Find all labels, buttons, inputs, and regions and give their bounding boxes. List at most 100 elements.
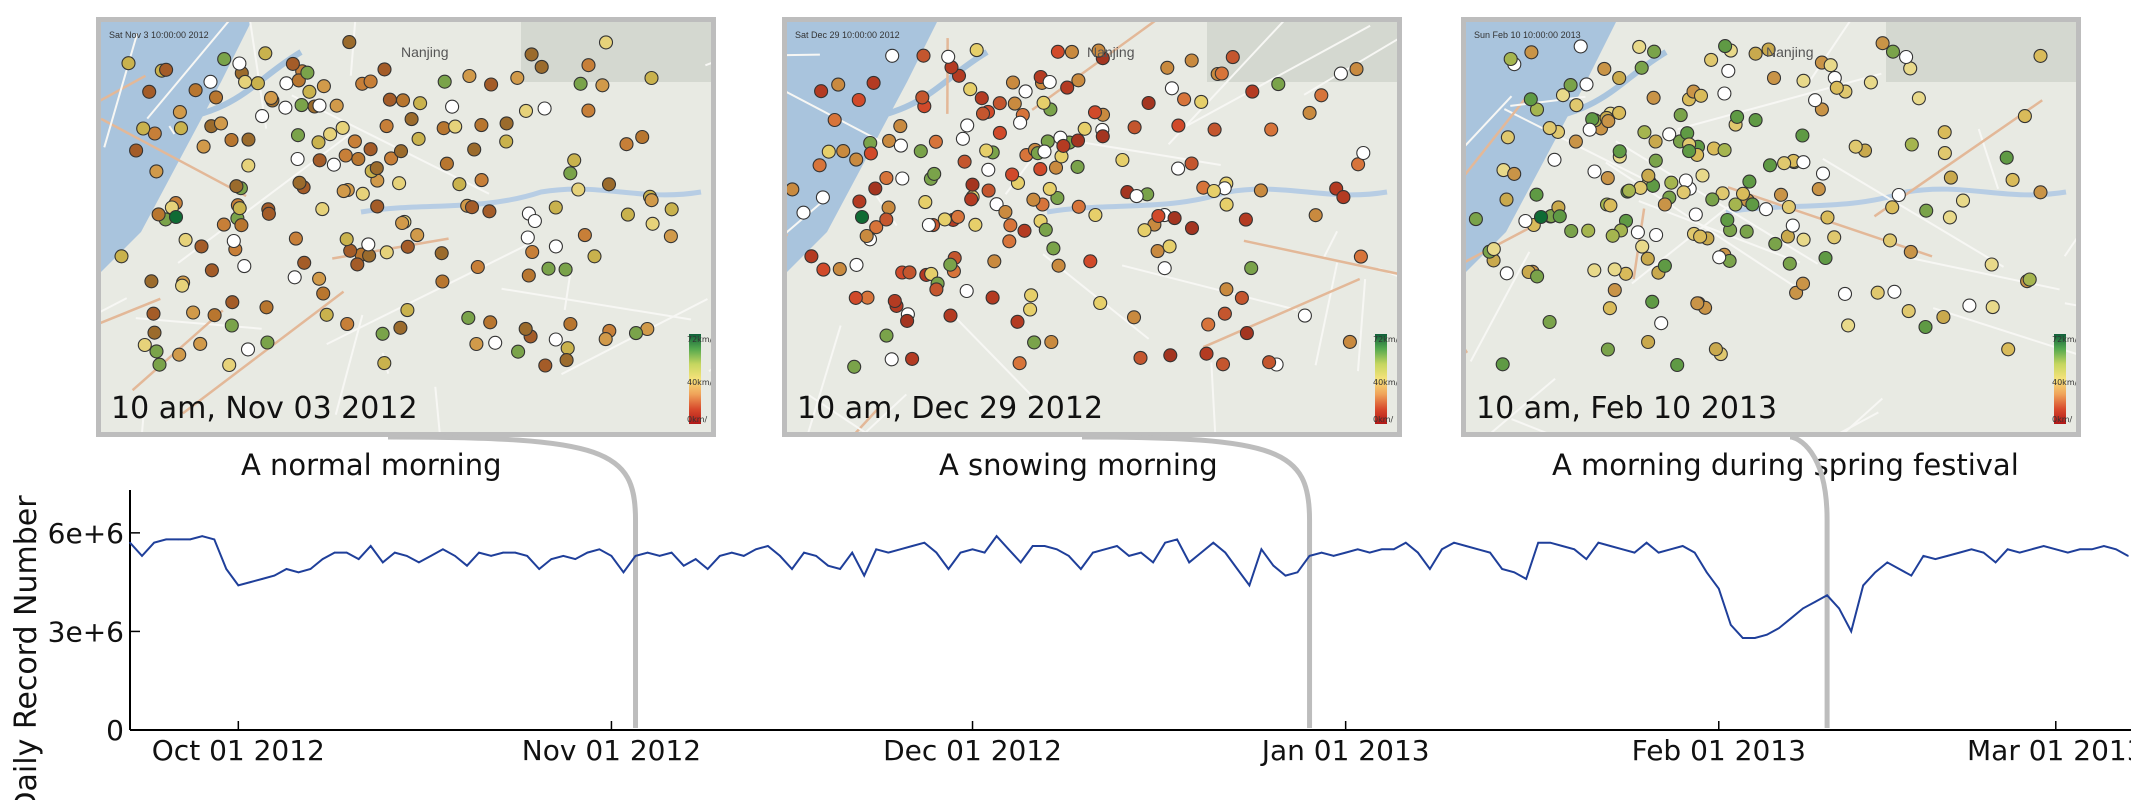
data-point: [1356, 548, 1359, 551]
map-panel-dec: Sat Dec 29 10:00:00 2012 Nanjing 72km/ 4…: [782, 17, 1402, 437]
road: [1822, 158, 2005, 268]
data-point: [1056, 548, 1058, 551]
sensor-dot: [439, 156, 454, 171]
sensor-dot: [534, 59, 549, 74]
sensor-dot: [979, 143, 994, 158]
data-point: [1224, 551, 1227, 554]
road: [1202, 277, 1361, 349]
data-point: [1850, 630, 1852, 633]
sensor-dot: [664, 202, 679, 217]
sensor-dot: [1823, 58, 1838, 73]
sensor-dot: [255, 109, 270, 124]
sensor-dot: [151, 207, 166, 222]
sensor-dot: [1184, 53, 1199, 68]
data-point: [2115, 548, 2117, 551]
sensor-dot: [1048, 160, 1064, 175]
sensor-dot: [924, 266, 939, 281]
sensor-dot: [863, 146, 878, 161]
sensor-dot: [815, 190, 830, 205]
sensor-dot: [1682, 144, 1697, 159]
sensor-dot: [1936, 309, 1951, 325]
road: [1322, 230, 1339, 259]
sensor-dot: [186, 305, 201, 320]
sensor-dot: [1013, 115, 1028, 130]
sensor-dot: [1708, 342, 1723, 357]
data-point: [743, 555, 745, 557]
sensor-dot: [1217, 306, 1232, 321]
sensor-dot: [1904, 137, 1919, 152]
sensor-dot: [172, 347, 187, 362]
sensor-dot: [361, 237, 376, 252]
map-city-label: Nanjing: [1766, 44, 1814, 60]
road: [1210, 362, 1217, 432]
data-point: [1104, 548, 1106, 551]
road: [1121, 264, 1298, 311]
map-timestamp: Sat Nov 3 10:00:00 2012: [109, 30, 209, 40]
sensor-dot: [363, 74, 378, 89]
sensor-dot: [1042, 181, 1057, 196]
data-point: [1802, 607, 1804, 610]
sensor-dot: [342, 35, 357, 50]
legend-low-label: 0km/: [687, 415, 708, 424]
sensor-dot: [137, 337, 152, 353]
data-point: [1838, 607, 1840, 610]
sensor-dot: [259, 300, 274, 315]
sensor-dot: [520, 230, 535, 245]
x-tick-label: Jan 01 2013: [1260, 734, 1430, 767]
data-point: [406, 555, 408, 557]
sensor-dot: [241, 132, 256, 147]
sensor-dot: [852, 194, 867, 209]
sensor-dot: [1891, 187, 1906, 203]
sensor-dot: [1018, 84, 1033, 99]
sensor-dot: [518, 321, 533, 336]
sensor-dot: [1635, 239, 1650, 254]
sensor-dot: [937, 212, 952, 227]
sensor-dot: [866, 75, 881, 90]
sensor-dot: [1690, 296, 1705, 311]
sensor-dot: [1712, 250, 1727, 265]
sensor-dot: [290, 151, 305, 167]
sensor-dot: [384, 151, 399, 166]
sensor-dot: [237, 259, 252, 274]
sensor-dot: [581, 103, 596, 118]
sensor-dot: [900, 313, 915, 328]
sensor-dot: [1042, 74, 1057, 90]
sensor-dot: [369, 161, 384, 176]
map-canvas: [101, 22, 711, 432]
sensor-dot: [1003, 218, 1018, 233]
sensor-dot: [814, 84, 829, 99]
sensor-dot: [1499, 192, 1514, 207]
data-point: [382, 561, 384, 564]
sensor-dot: [905, 351, 920, 366]
sensor-dot: [1026, 192, 1041, 207]
data-point: [261, 578, 264, 580]
sensor-dot: [510, 70, 525, 85]
sensor-dot: [1083, 254, 1098, 269]
road: [101, 297, 161, 325]
sensor-dot: [1167, 211, 1182, 226]
sensor-dot: [1037, 144, 1052, 159]
road: [1303, 38, 1397, 96]
sensor-dot: [1841, 318, 1856, 333]
river-branch: [1525, 49, 1668, 125]
sensor-dot: [316, 286, 331, 301]
sensor-dot: [1657, 197, 1672, 212]
sensor-dot: [916, 48, 931, 63]
sensor-dot: [1670, 357, 1685, 373]
sensor-dot: [315, 202, 330, 217]
sensor-dot: [1901, 304, 1916, 319]
data-point: [2006, 548, 2009, 551]
legend-high-label: 72km/: [687, 335, 713, 344]
sensor-dot: [1885, 44, 1901, 59]
sensor-dot: [1673, 108, 1688, 123]
data-point: [1200, 551, 1202, 554]
map-timestamp: Sun Feb 10 10:00:00 2013: [1474, 30, 1581, 40]
sensor-dot: [943, 308, 958, 323]
road: [1490, 377, 1556, 432]
legend-low-label: 0km/: [2052, 415, 2073, 424]
sensor-dot: [821, 144, 836, 159]
sensor-dot: [347, 134, 362, 149]
data-point: [610, 555, 613, 557]
sensor-dot: [1654, 316, 1669, 331]
sensor-dot: [1219, 197, 1234, 212]
